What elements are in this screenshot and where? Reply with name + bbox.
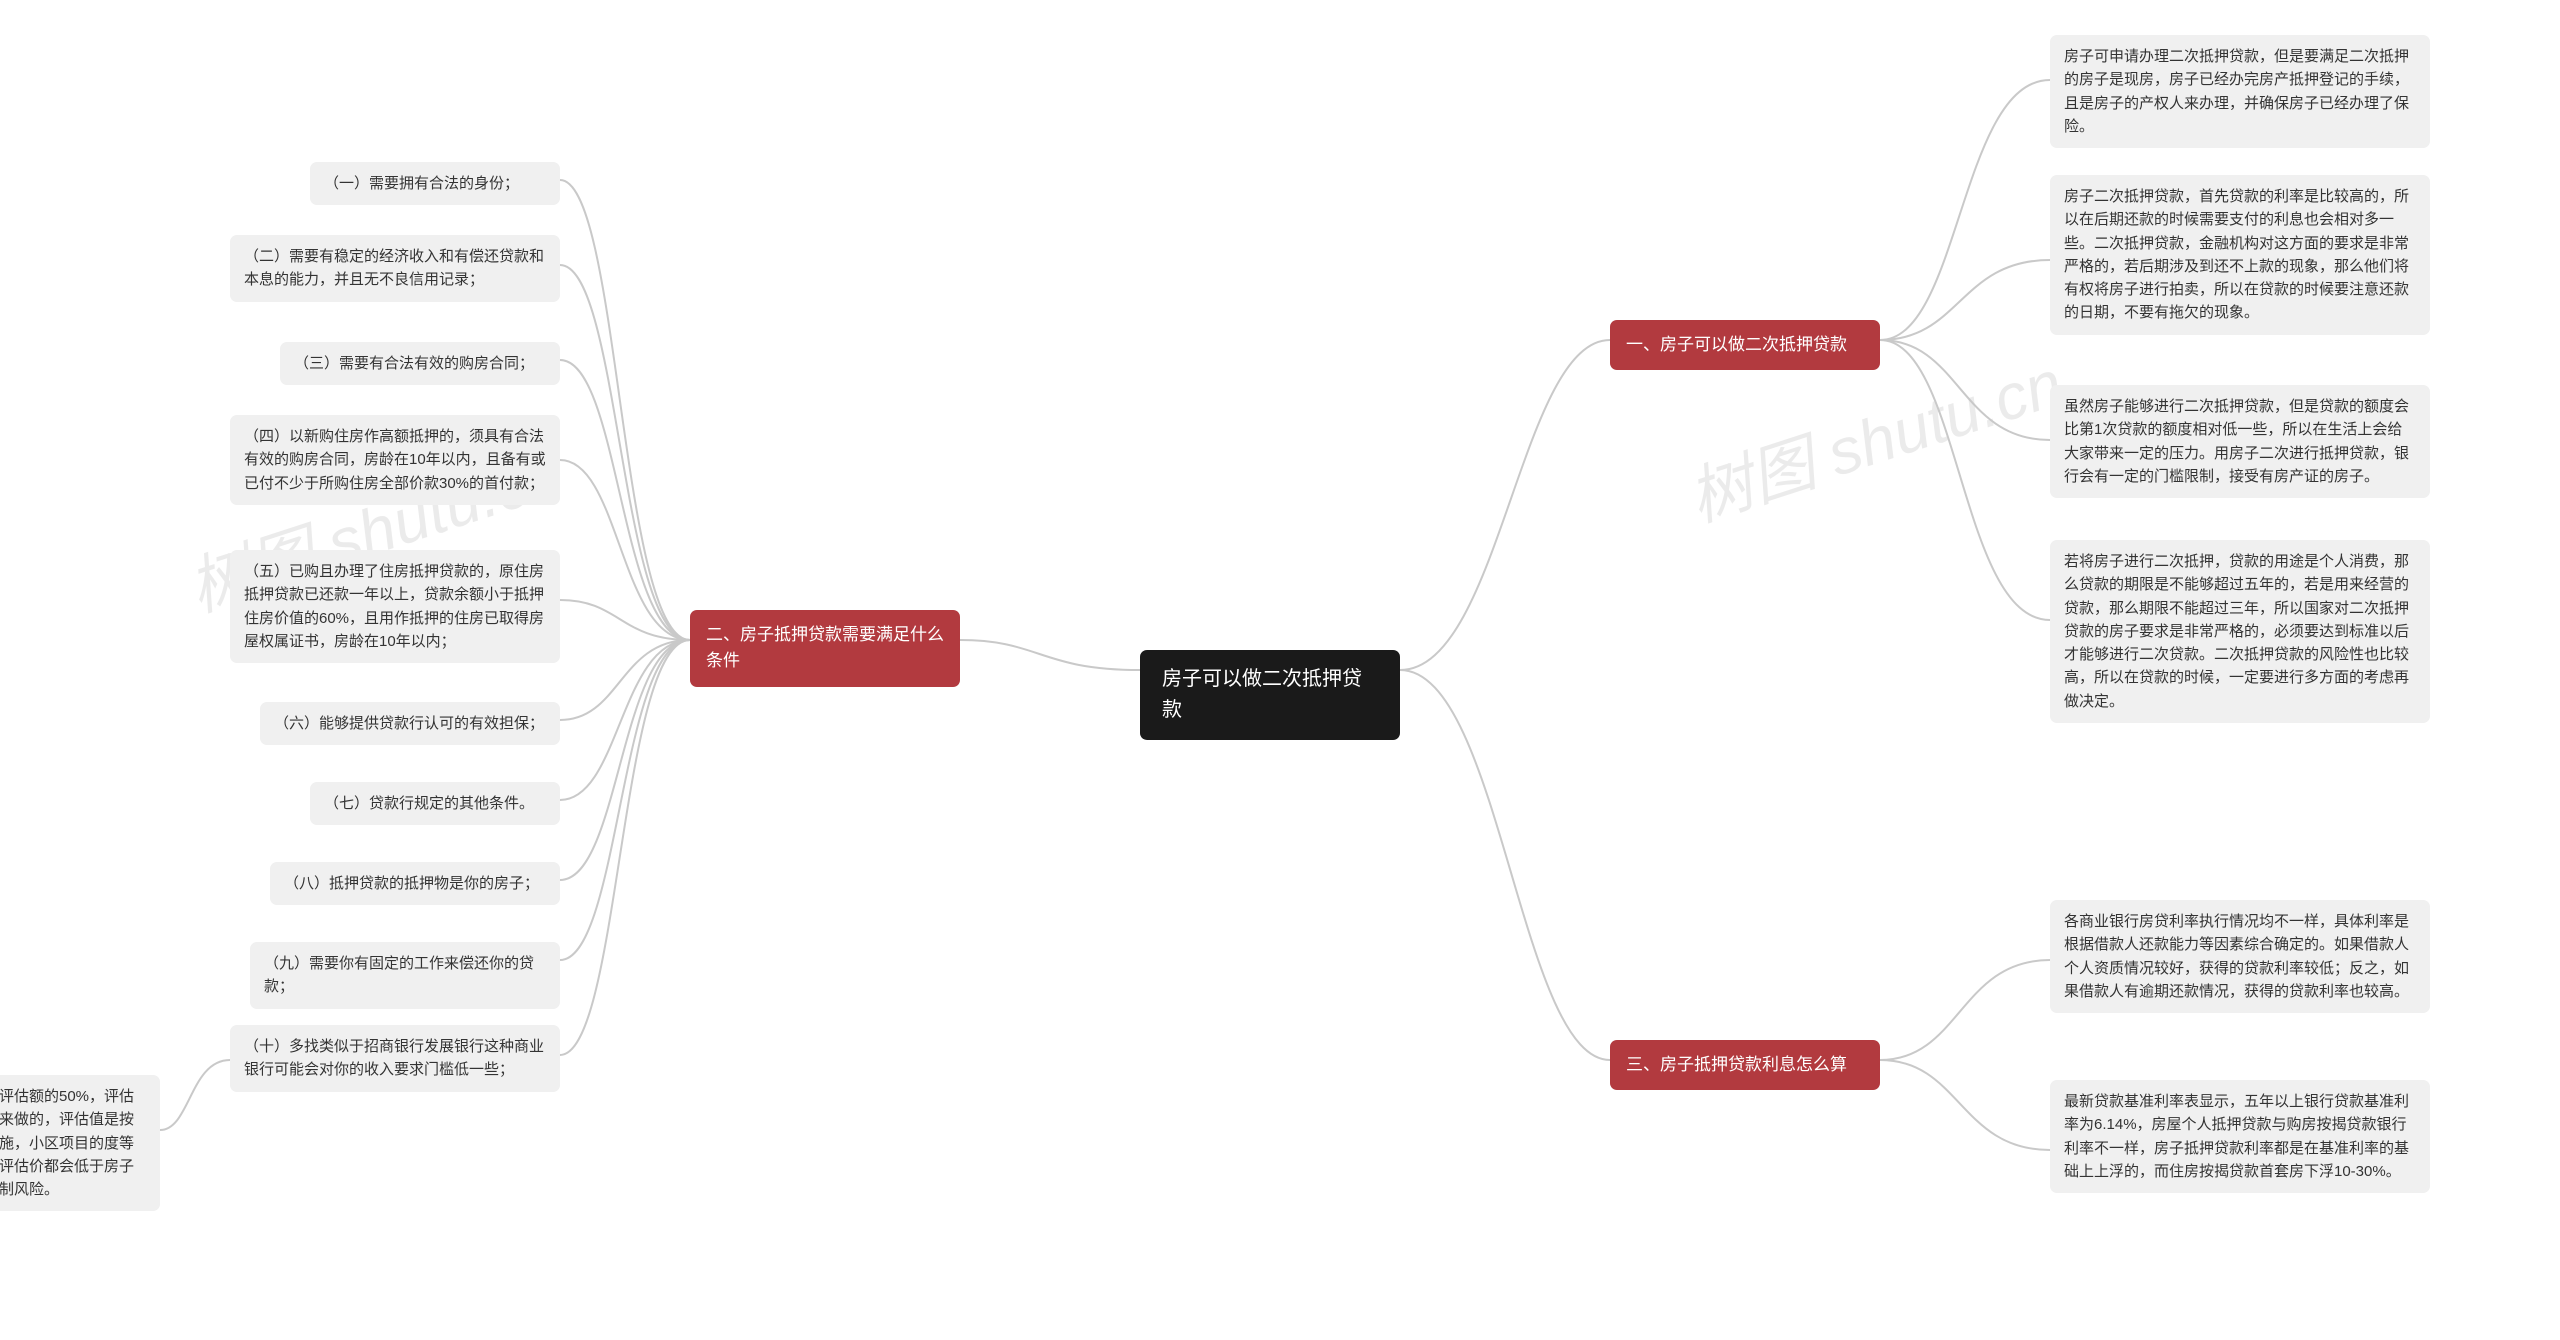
leaf-b1-2: 虽然房子能够进行二次抵押贷款，但是贷款的额度会比第1次贷款的额度相对低一些，所以… — [2050, 385, 2430, 498]
leaf-b2-2: （三）需要有合法有效的购房合同； — [280, 342, 560, 385]
branch-b2-label: 二、房子抵押贷款需要满足什么条件 — [706, 625, 944, 670]
root-label: 房子可以做二次抵押贷款 — [1162, 668, 1362, 721]
leaf-b1-3: 若将房子进行二次抵押，贷款的用途是个人消费，那么贷款的期限是不能够超过五年的，若… — [2050, 540, 2430, 723]
leaf-b2-9: （十）多找类似于招商银行发展银行这种商业银行可能会对你的收入要求门槛低一些； — [230, 1025, 560, 1092]
leaf-b2-0: （一）需要拥有合法的身份； — [310, 162, 560, 205]
leaf-b2-7: （八）抵押贷款的抵押物是你的房子； — [270, 862, 560, 905]
leaf-b2-sub11: （十一）贷款额度是银行评估额的50%，评估是由银行指定的评估公司来做的，评估值是… — [0, 1075, 160, 1211]
branch-b1: 一、房子可以做二次抵押贷款 — [1610, 320, 1880, 370]
leaf-b2-8: （九）需要你有固定的工作来偿还你的贷款； — [250, 942, 560, 1009]
leaf-b3-0: 各商业银行房贷利率执行情况均不一样，具体利率是根据借款人还款能力等因素综合确定的… — [2050, 900, 2430, 1013]
leaf-b1-0: 房子可申请办理二次抵押贷款，但是要满足二次抵押的房子是现房，房子已经办完房产抵押… — [2050, 35, 2430, 148]
leaf-b2-1: （二）需要有稳定的经济收入和有偿还贷款和本息的能力，并且无不良信用记录； — [230, 235, 560, 302]
mindmap-root: 房子可以做二次抵押贷款 — [1140, 650, 1400, 740]
branch-b1-label: 一、房子可以做二次抵押贷款 — [1626, 335, 1847, 354]
branch-b3: 三、房子抵押贷款利息怎么算 — [1610, 1040, 1880, 1090]
leaf-b2-3: （四）以新购住房作高额抵押的，须具有合法有效的购房合同，房龄在10年以内，且备有… — [230, 415, 560, 505]
leaf-b2-6: （七）贷款行规定的其他条件。 — [310, 782, 560, 825]
branch-b3-label: 三、房子抵押贷款利息怎么算 — [1626, 1055, 1847, 1074]
leaf-b3-1: 最新贷款基准利率表显示，五年以上银行贷款基准利率为6.14%，房屋个人抵押贷款与… — [2050, 1080, 2430, 1193]
leaf-b1-1: 房子二次抵押贷款，首先贷款的利率是比较高的，所以在后期还款的时候需要支付的利息也… — [2050, 175, 2430, 335]
branch-b2: 二、房子抵押贷款需要满足什么条件 — [690, 610, 960, 687]
leaf-b2-5: （六）能够提供贷款行认可的有效担保； — [260, 702, 560, 745]
leaf-b2-4: （五）已购且办理了住房抵押贷款的，原住房抵押贷款已还款一年以上，贷款余额小于抵押… — [230, 550, 560, 663]
